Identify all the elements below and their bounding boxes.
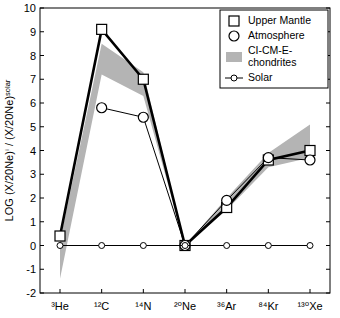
- legend: Upper Mantle Atmosphere CI-CM-E-chondrites…: [220, 10, 328, 88]
- legend-box: [220, 10, 328, 88]
- y-tick-right: [326, 8, 330, 9]
- series-line: [60, 29, 310, 245]
- y-tick-label: 9: [30, 26, 36, 38]
- legend-label: CI-CM-E-chondrites: [248, 44, 296, 68]
- plot-frame: [40, 8, 330, 293]
- small-circle-marker: [57, 243, 63, 249]
- small-circle-marker: [307, 243, 313, 249]
- x-tick: [60, 289, 61, 293]
- legend-symbol: [231, 75, 237, 81]
- x-tick-label: ²⁰Ne: [174, 300, 196, 312]
- y-tick: [40, 221, 44, 222]
- y-tick-label: 0: [30, 240, 36, 252]
- circle-marker: [222, 195, 232, 205]
- legend-symbol: [229, 31, 239, 41]
- y-tick: [40, 293, 44, 294]
- x-tick-label: ¹³⁰Xe: [297, 300, 322, 312]
- y-tick: [40, 198, 44, 199]
- x-tick: [143, 289, 144, 293]
- x-tick-label: ³He: [51, 300, 69, 312]
- square-marker: [305, 146, 315, 156]
- legend-label: Upper Mantle: [248, 14, 311, 26]
- x-tick-label: ³⁶Ar: [217, 300, 237, 312]
- y-tick-right: [326, 174, 330, 175]
- y-tick-right: [326, 198, 330, 199]
- circle-marker: [229, 31, 239, 41]
- y-tick-label: 3: [30, 168, 36, 180]
- y-tick: [40, 245, 44, 246]
- marks: [55, 24, 315, 278]
- chart: -2 -1 0 1 2 3 4 5 6 7 8 9 10 ³He ¹²C ¹⁴N ²⁰Ne ³⁶Ar ⁸⁴Kr ¹³⁰…: [0, 0, 340, 318]
- y-tick-label: 5: [30, 121, 36, 133]
- x-tick: [226, 289, 227, 293]
- x-tick-label: ¹⁴N: [135, 300, 151, 312]
- y-tick: [40, 55, 44, 56]
- y-tick-right: [326, 221, 330, 222]
- chondrite-band: [60, 44, 310, 279]
- y-tick-label: 6: [30, 97, 36, 109]
- circle-marker: [305, 155, 315, 165]
- x-tick-label: ¹²C: [94, 300, 109, 312]
- legend-label: Solar: [248, 71, 273, 83]
- circle-marker: [138, 112, 148, 122]
- square-marker: [229, 16, 239, 26]
- y-tick: [40, 31, 44, 32]
- y-tick: [40, 8, 44, 9]
- y-tick: [40, 150, 44, 151]
- y-axis-label: LOG (X/20Ne)ⁱ / (X/20Ne)ˢᵒˡᵃʳ: [3, 79, 15, 221]
- x-tick: [101, 289, 102, 293]
- y-tick-right: [326, 293, 330, 294]
- small-circle-marker: [140, 243, 146, 249]
- square-marker: [138, 74, 148, 84]
- y-tick: [40, 103, 44, 104]
- small-circle-marker: [182, 243, 188, 249]
- y-tick: [40, 79, 44, 80]
- y-tick-label: 2: [30, 192, 36, 204]
- square-marker: [180, 241, 190, 251]
- legend-symbol: [229, 16, 239, 26]
- y-tick: [40, 174, 44, 175]
- y-tick-right: [326, 150, 330, 151]
- y-tick-label: 8: [30, 50, 36, 62]
- x-tick: [268, 289, 269, 293]
- y-tick-label: 4: [30, 145, 36, 157]
- y-tick-label: 7: [30, 73, 36, 85]
- y-tick-label: -1: [26, 263, 36, 275]
- x-tick-label: ⁸⁴Kr: [258, 300, 279, 312]
- y-tick-right: [326, 103, 330, 104]
- y-tick-label: 10: [24, 2, 36, 14]
- circle-marker: [180, 241, 190, 251]
- x-tick: [310, 289, 311, 293]
- y-tick: [40, 126, 44, 127]
- series-line: [102, 108, 310, 246]
- y-tick: [40, 269, 44, 270]
- y-tick-right: [326, 245, 330, 246]
- small-circle-marker: [99, 243, 105, 249]
- square-marker: [55, 231, 65, 241]
- y-tick-label: -2: [26, 287, 36, 299]
- x-tick: [185, 289, 186, 293]
- circle-marker: [263, 153, 273, 163]
- y-tick-label: 1: [30, 216, 36, 228]
- square-marker: [97, 24, 107, 34]
- legend-label: Atmosphere: [248, 29, 305, 41]
- small-circle-marker: [231, 75, 237, 81]
- small-circle-marker: [265, 243, 271, 249]
- legend-swatch: [226, 52, 242, 62]
- y-tick-right: [326, 269, 330, 270]
- small-circle-marker: [224, 243, 230, 249]
- circle-marker: [97, 103, 107, 113]
- y-tick-right: [326, 126, 330, 127]
